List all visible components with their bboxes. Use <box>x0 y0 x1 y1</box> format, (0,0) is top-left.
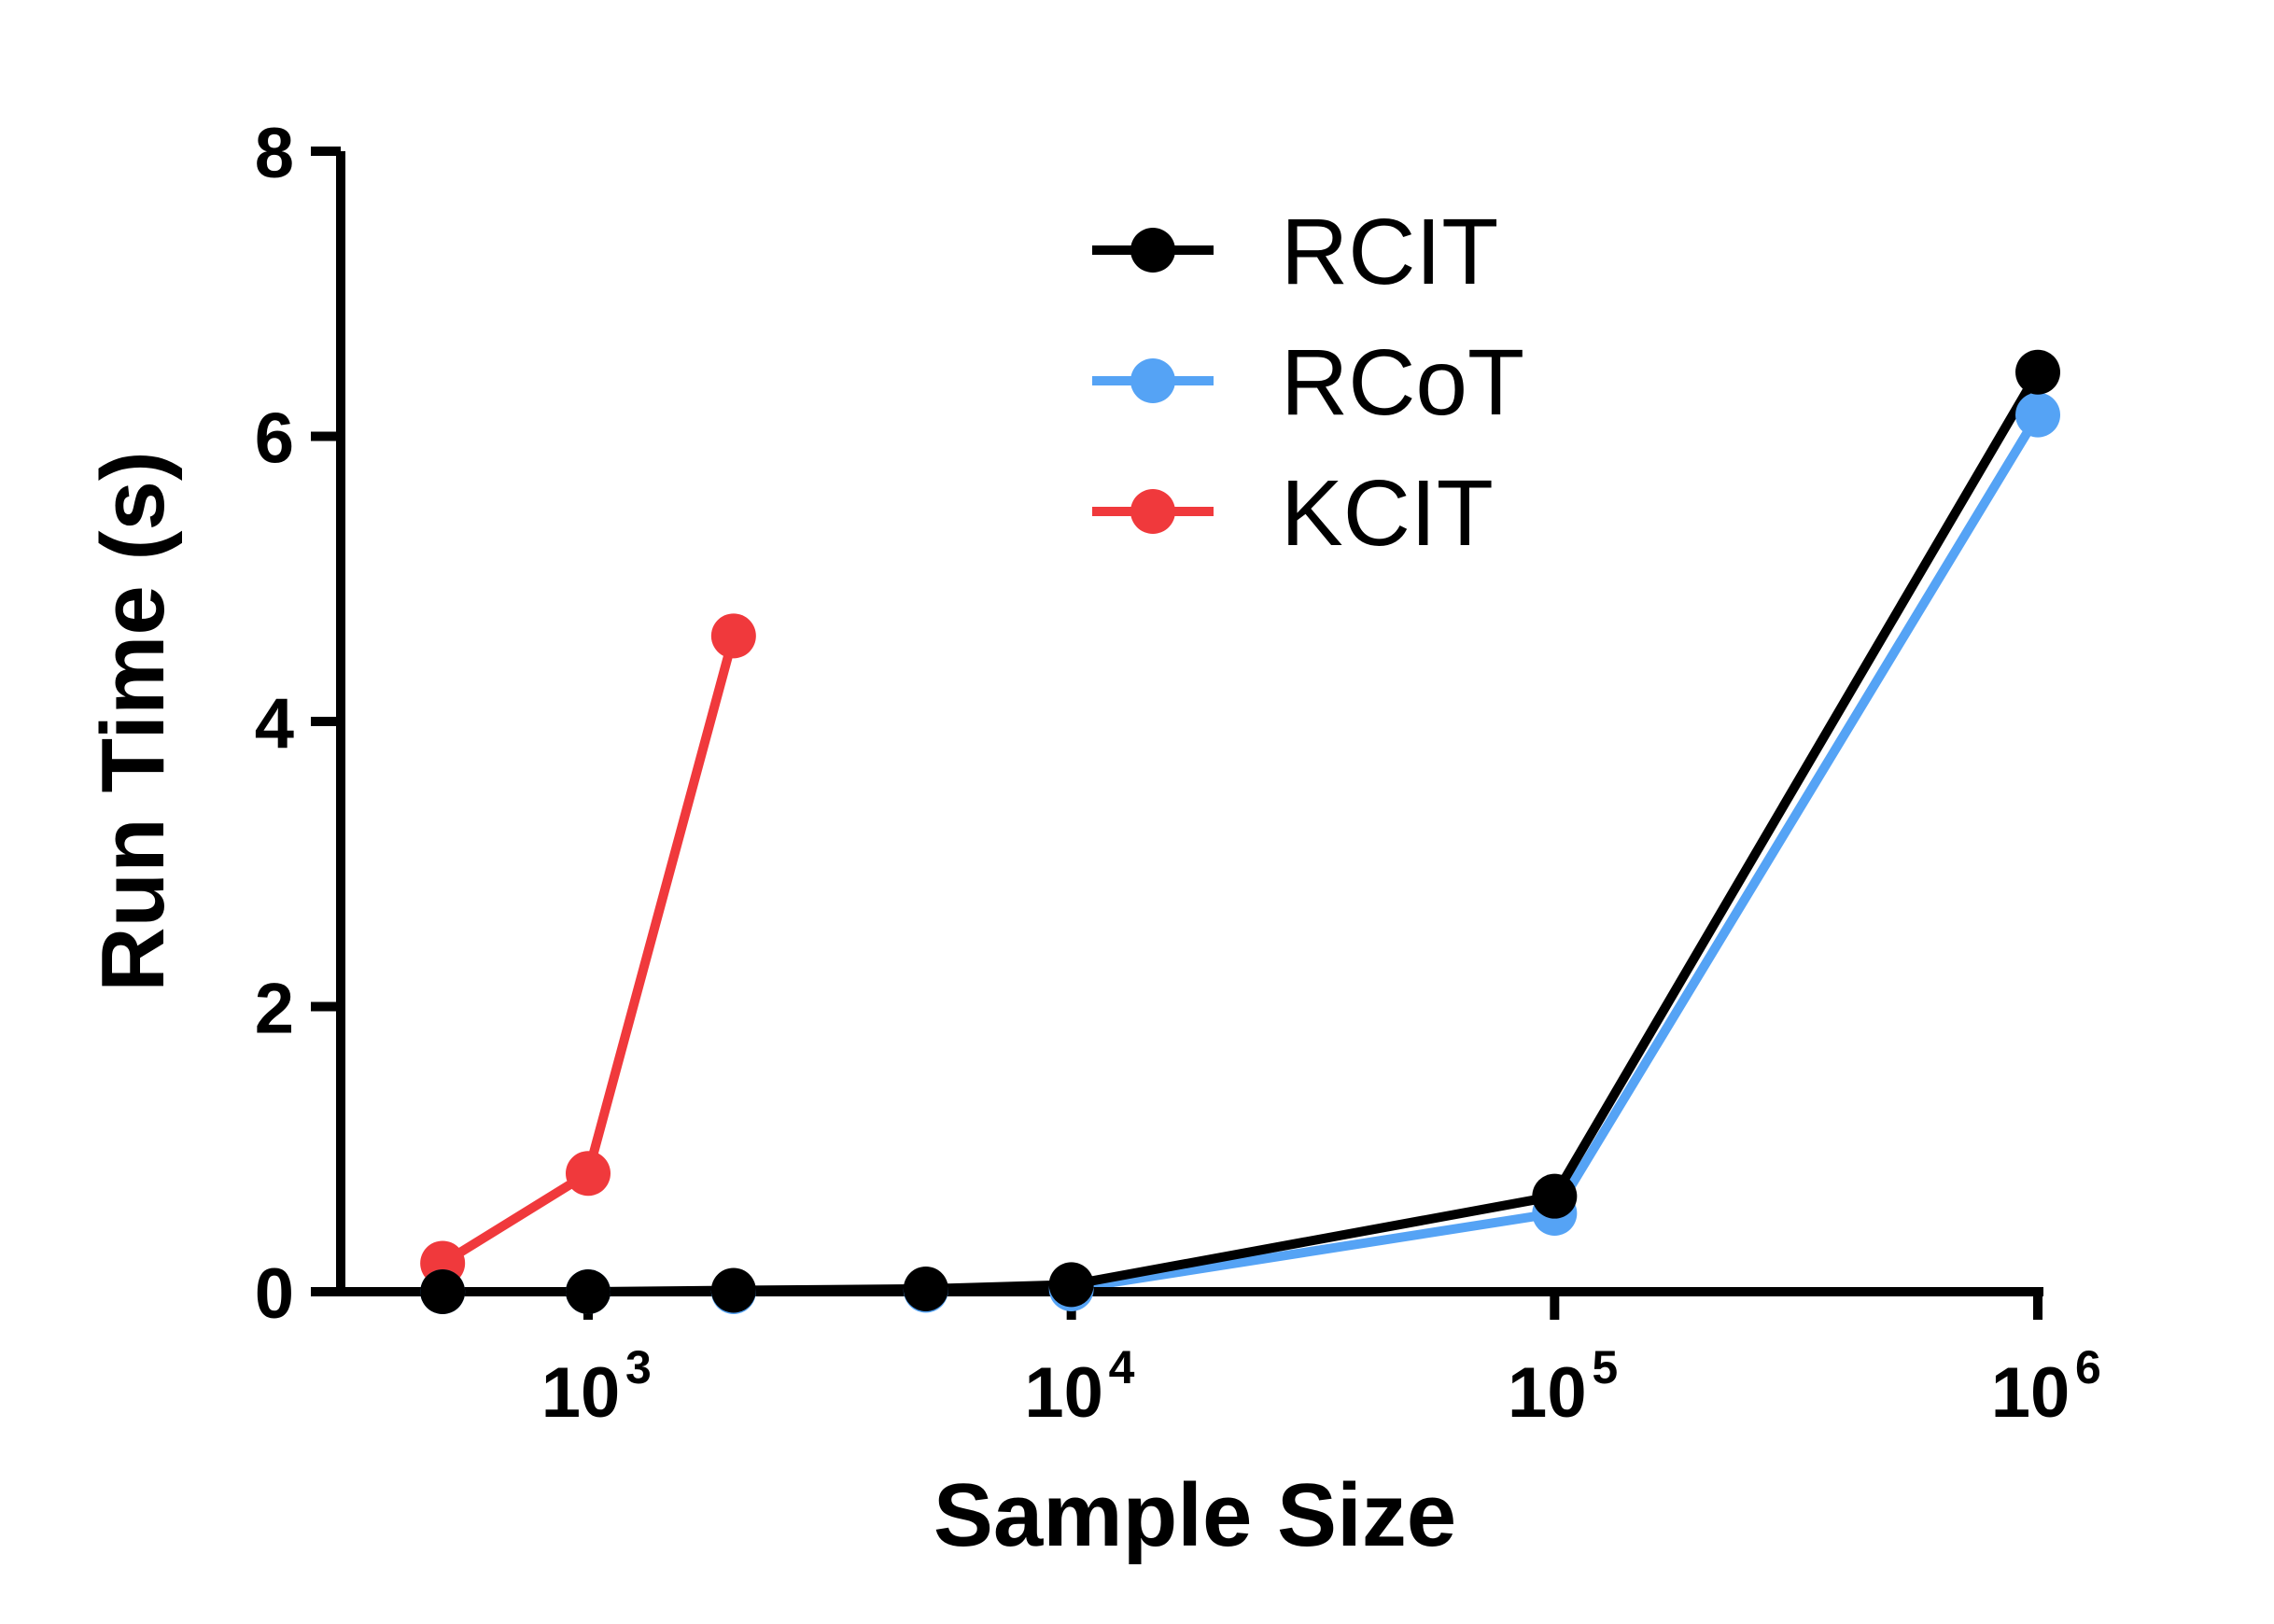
x-tick-exponent: 6 <box>2075 1341 2101 1393</box>
x-tick-exponent: 5 <box>1592 1341 1618 1393</box>
y-tick-label: 8 <box>255 114 294 193</box>
x-tick-label: 10 <box>1508 1353 1587 1433</box>
x-tick-label: 10 <box>541 1353 621 1433</box>
y-tick-label: 6 <box>255 399 294 479</box>
x-tick-exponent: 3 <box>625 1341 652 1393</box>
data-point-rcot <box>2015 392 2060 438</box>
x-tick-exponent: 4 <box>1109 1341 1135 1393</box>
data-point-rcit <box>420 1269 466 1314</box>
data-point-rcit <box>1048 1262 1094 1308</box>
y-tick-label: 4 <box>255 684 294 763</box>
series-layer <box>440 370 2042 1296</box>
series-line-rcot <box>442 413 2042 1296</box>
y-axis-title: Run Time (s) <box>83 451 183 992</box>
data-point-rcit <box>566 1269 611 1314</box>
data-markers <box>420 349 2060 1314</box>
data-point-rcit <box>2015 349 2060 395</box>
x-ticks: 10 3 10 4 10 5 10 6 <box>541 1292 2101 1433</box>
data-point-rcit <box>903 1266 948 1311</box>
legend-label-rcot: RCoT <box>1281 330 1524 435</box>
legend: RCIT RCoT KCIT <box>1092 200 1524 566</box>
axes-layer <box>336 151 2043 1296</box>
x-tick-label: 10 <box>1024 1353 1103 1433</box>
legend-marker-rcit <box>1130 228 1175 273</box>
data-point-kcit <box>710 613 756 659</box>
y-ticks: 0 2 4 6 8 <box>255 114 341 1334</box>
data-point-rcit <box>1532 1173 1578 1219</box>
legend-label-rcit: RCIT <box>1281 200 1498 304</box>
legend-label-kcit: KCIT <box>1281 461 1494 566</box>
data-point-rcit <box>710 1267 756 1313</box>
y-tick-label: 0 <box>255 1254 294 1334</box>
y-tick-label: 2 <box>255 970 294 1049</box>
data-point-kcit <box>566 1151 611 1197</box>
legend-marker-rcot <box>1130 358 1175 403</box>
x-axis-title: Sample Size <box>933 1465 1456 1565</box>
x-tick-label: 10 <box>1991 1353 2070 1433</box>
legend-marker-kcit <box>1130 489 1175 534</box>
